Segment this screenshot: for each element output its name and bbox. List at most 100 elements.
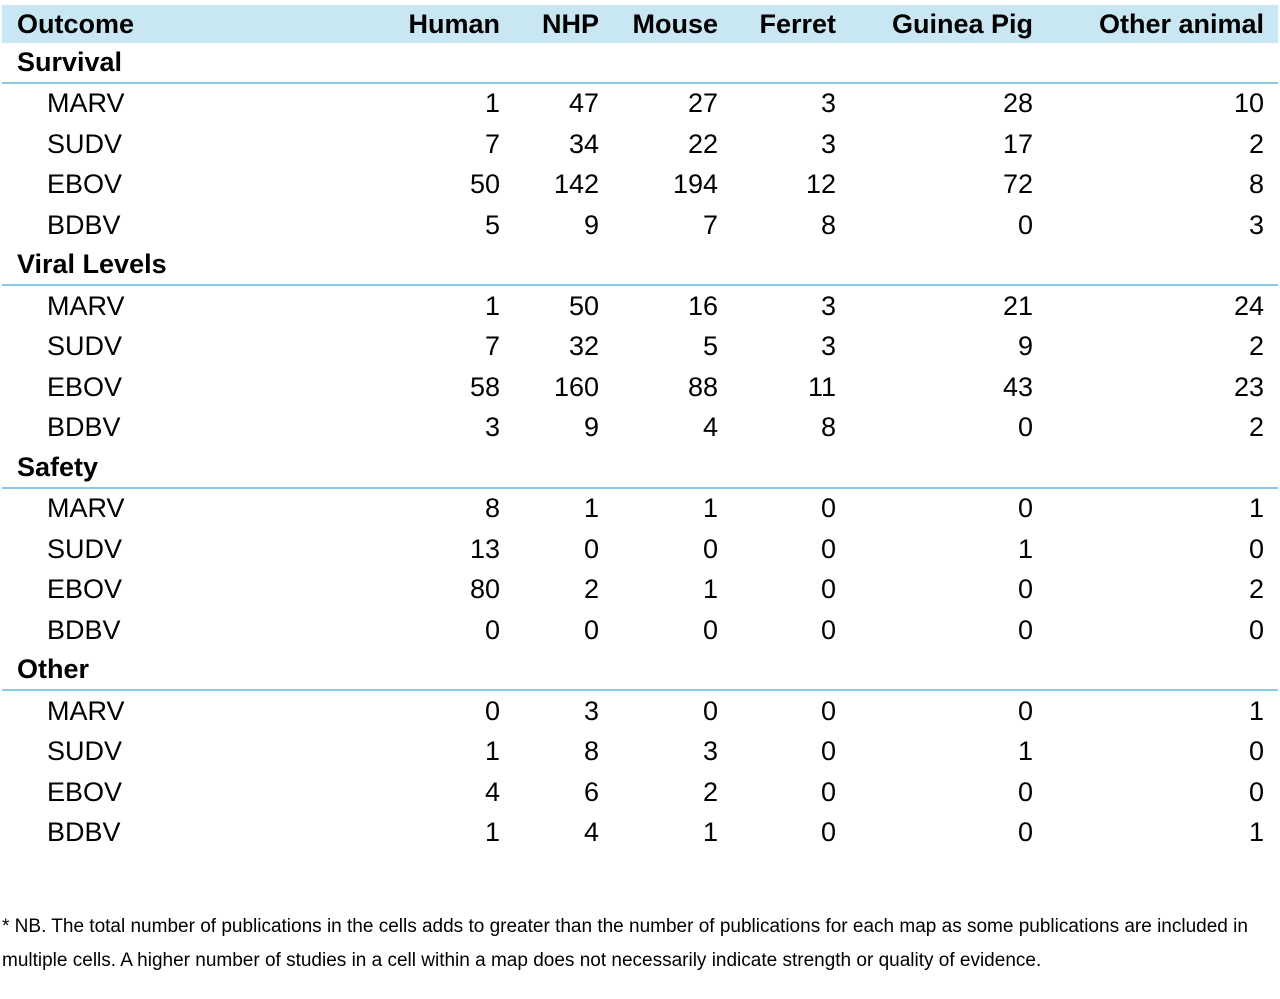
table-cell: 0 bbox=[820, 574, 836, 605]
footnote: * NB. The total number of publications i… bbox=[2, 916, 1248, 971]
table-row: EBOV 58 160 88 11 43 23 bbox=[2, 367, 1278, 408]
table-cell: 72 bbox=[1002, 169, 1033, 200]
column-header-mouse: Mouse bbox=[632, 8, 718, 39]
table-cell: 7 bbox=[702, 209, 718, 240]
table-row: SUDV 7 34 22 3 17 2 bbox=[2, 124, 1278, 165]
table-cell: 3 bbox=[820, 88, 836, 119]
table-row: BDBV 1 4 1 0 0 1 bbox=[2, 813, 1278, 854]
row-label: EBOV bbox=[47, 776, 123, 807]
table-cell: 0 bbox=[1017, 614, 1033, 645]
table-cell: 0 bbox=[820, 776, 836, 807]
table-cell: 0 bbox=[1017, 695, 1033, 726]
table-row: SUDV 13 0 0 0 1 0 bbox=[2, 529, 1278, 570]
table-cell: 3 bbox=[583, 695, 599, 726]
column-header-outcome: Outcome bbox=[17, 8, 135, 39]
table-cell: 80 bbox=[469, 574, 500, 605]
table-cell: 142 bbox=[553, 169, 599, 200]
table-cell: 0 bbox=[702, 695, 718, 726]
section-title: Viral Levels bbox=[17, 249, 167, 280]
table-row: EBOV 80 2 1 0 0 2 bbox=[2, 570, 1278, 611]
table-cell: 0 bbox=[820, 533, 836, 564]
table-cell: 23 bbox=[1233, 371, 1264, 402]
table-cell: 8 bbox=[820, 209, 836, 240]
table-cell: 17 bbox=[1002, 128, 1033, 159]
table-cell: 1 bbox=[702, 493, 718, 524]
table-cell: 22 bbox=[687, 128, 718, 159]
table-row: MARV 1 50 16 3 21 24 bbox=[2, 286, 1278, 327]
table-cell: 0 bbox=[702, 614, 718, 645]
row-label: BDBV bbox=[47, 614, 121, 645]
table-cell: 8 bbox=[820, 412, 836, 443]
table-cell: 2 bbox=[1248, 128, 1264, 159]
table-row: EBOV 50 142 194 12 72 8 bbox=[2, 165, 1278, 206]
row-label: EBOV bbox=[47, 574, 123, 605]
table-cell: 13 bbox=[469, 533, 500, 564]
table-cell: 2 bbox=[583, 574, 599, 605]
table-row: MARV 0 3 0 0 0 1 bbox=[2, 691, 1278, 732]
table-cell: 3 bbox=[484, 412, 500, 443]
table-cell: 8 bbox=[1248, 169, 1264, 200]
table-cell: 0 bbox=[1017, 493, 1033, 524]
table-cell: 4 bbox=[484, 776, 500, 807]
table-cell: 0 bbox=[702, 533, 718, 564]
table-cell: 1 bbox=[484, 290, 500, 321]
row-label: SUDV bbox=[47, 331, 123, 362]
table-row: SUDV 1 8 3 0 1 0 bbox=[2, 732, 1278, 773]
table-cell: 7 bbox=[484, 128, 500, 159]
table-cell: 9 bbox=[1017, 331, 1033, 362]
table-cell: 1 bbox=[484, 817, 500, 848]
table-cell: 1 bbox=[1248, 817, 1264, 848]
table-cell: 1 bbox=[583, 493, 599, 524]
table-cell: 11 bbox=[807, 371, 836, 402]
table-row: MARV 8 1 1 0 0 1 bbox=[2, 489, 1278, 530]
table-cell: 0 bbox=[484, 695, 500, 726]
table-cell: 5 bbox=[702, 331, 718, 362]
table-cell: 28 bbox=[1002, 88, 1033, 119]
section-row: Viral Levels bbox=[2, 246, 1278, 286]
table-row: SUDV 7 32 5 3 9 2 bbox=[2, 327, 1278, 368]
row-label: BDBV bbox=[47, 412, 121, 443]
table-cell: 3 bbox=[820, 290, 836, 321]
row-label: MARV bbox=[47, 493, 125, 524]
table-header: Outcome Human NHP Mouse Ferret Guinea Pi… bbox=[2, 5, 1278, 43]
table-cell: 9 bbox=[583, 412, 599, 443]
table-cell: 0 bbox=[1017, 817, 1033, 848]
table-cell: 0 bbox=[820, 695, 836, 726]
table-cell: 0 bbox=[484, 614, 500, 645]
table-cell: 3 bbox=[820, 128, 836, 159]
table-cell: 0 bbox=[1248, 776, 1264, 807]
section-row: Survival bbox=[2, 43, 1278, 84]
table-cell: 2 bbox=[1248, 412, 1264, 443]
table-cell: 2 bbox=[1248, 574, 1264, 605]
row-label: MARV bbox=[47, 695, 125, 726]
column-header-other-animal: Other animal bbox=[1098, 8, 1264, 39]
table-row: BDBV 5 9 7 8 0 3 bbox=[2, 205, 1278, 246]
table-cell: 34 bbox=[568, 128, 599, 159]
table-cell: 0 bbox=[1017, 776, 1033, 807]
table-cell: 0 bbox=[1017, 412, 1033, 443]
table-cell: 2 bbox=[702, 776, 718, 807]
table-row: MARV 1 47 27 3 28 10 bbox=[2, 84, 1278, 125]
table-cell: 1 bbox=[702, 817, 718, 848]
table-row: BDBV 3 9 4 8 0 2 bbox=[2, 408, 1278, 449]
table-cell: 21 bbox=[1002, 290, 1033, 321]
section-title: Other bbox=[17, 654, 90, 685]
table-cell: 0 bbox=[1248, 614, 1264, 645]
table-cell: 50 bbox=[568, 290, 599, 321]
table-cell: 3 bbox=[820, 331, 836, 362]
table-cell: 24 bbox=[1233, 290, 1264, 321]
table-cell: 16 bbox=[687, 290, 718, 321]
table-cell: 27 bbox=[687, 88, 718, 119]
table-cell: 3 bbox=[702, 736, 718, 767]
section-row: Other bbox=[2, 651, 1278, 691]
table-cell: 1 bbox=[702, 574, 718, 605]
column-header-guinea-pig: Guinea Pig bbox=[891, 8, 1033, 39]
table-cell: 1 bbox=[1248, 493, 1264, 524]
row-label: EBOV bbox=[47, 371, 123, 402]
section-title: Survival bbox=[17, 46, 123, 77]
table-cell: 1 bbox=[1017, 533, 1033, 564]
table-cell: 0 bbox=[1248, 736, 1264, 767]
table-cell: 0 bbox=[820, 614, 836, 645]
table-cell: 5 bbox=[484, 209, 500, 240]
column-header-ferret: Ferret bbox=[759, 8, 836, 39]
